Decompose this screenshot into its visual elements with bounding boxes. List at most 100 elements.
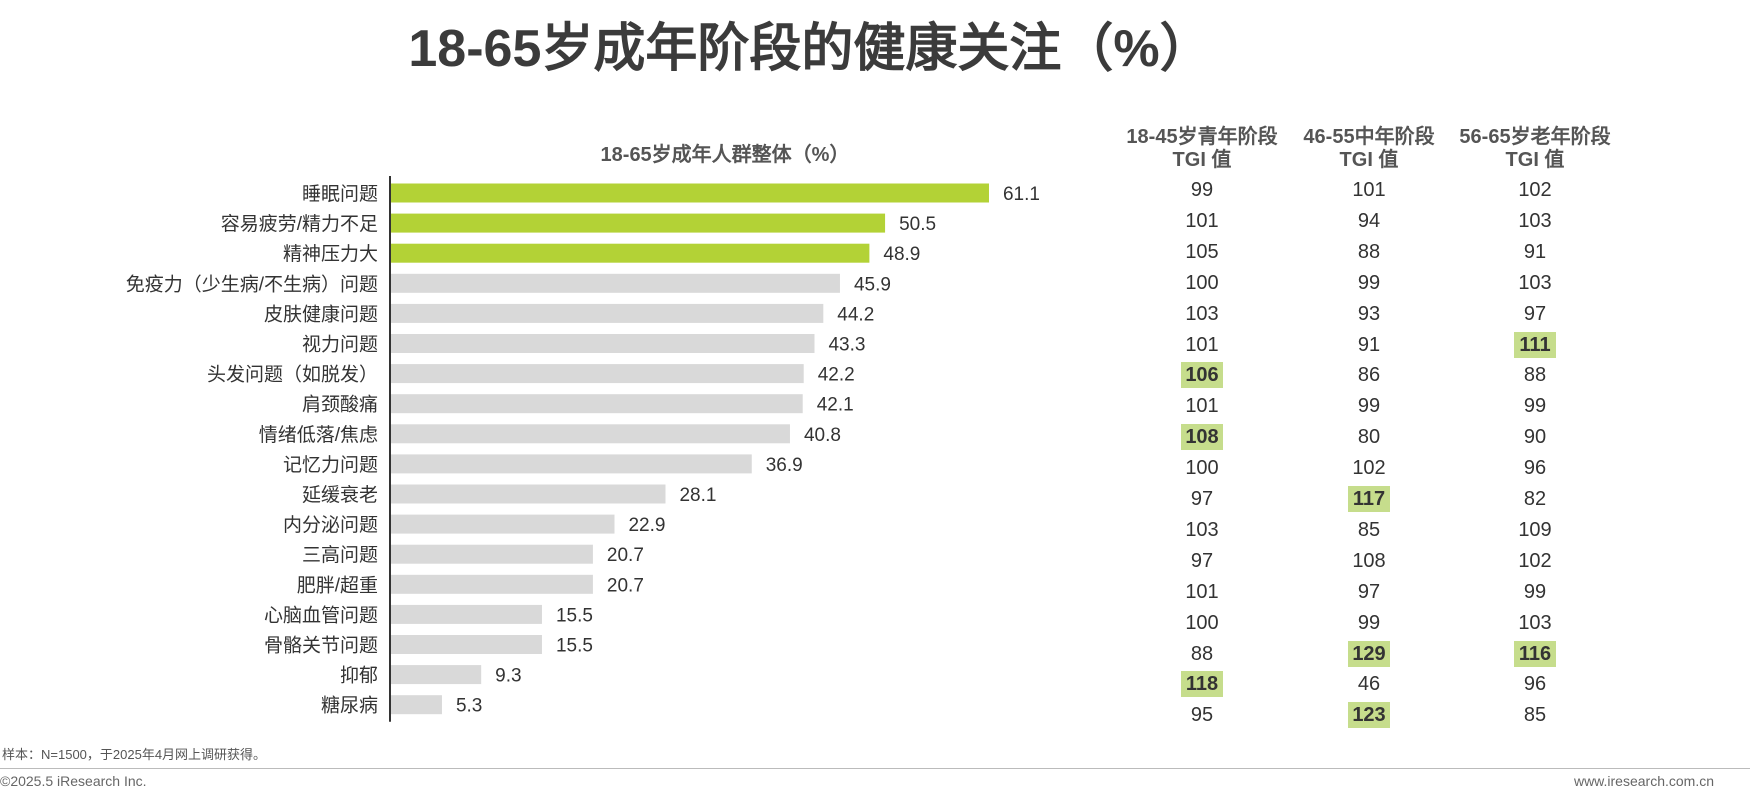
value-label: 20.7 [607, 545, 644, 566]
category-label: 肥胖/超重 [297, 574, 378, 596]
tgi-cell: 96 [1523, 457, 1547, 480]
tgi-cell-highlight: 108 [1181, 424, 1223, 451]
tgi-cell: 82 [1523, 488, 1547, 510]
tgi-cell: 99 [1523, 580, 1547, 603]
tgi-cell: 46 [1357, 673, 1381, 696]
website-link[interactable]: www.iresearch.com.cn [1573, 773, 1714, 789]
tgi-cell: 85 [1357, 518, 1381, 541]
category-label: 肩颈酸痛 [302, 394, 378, 416]
tgi-cell-highlight: 117 [1348, 486, 1390, 512]
category-label: 糖尿病 [321, 695, 378, 717]
bar-1 [390, 213, 886, 233]
bar-13 [390, 574, 593, 594]
tgi-cell: 99 [1357, 271, 1381, 294]
tgi-cell: 88 [1357, 240, 1381, 263]
tgi-cell: 101 [1185, 333, 1219, 356]
tgi-cell: 91 [1523, 240, 1547, 263]
bar-7 [390, 394, 803, 414]
tgi-cell: 101 [1185, 209, 1219, 232]
category-label: 精神压力大 [283, 243, 378, 265]
tgi-cell-highlight: 111 [1514, 331, 1556, 358]
bar-5 [390, 334, 815, 353]
tgi-cell: 97 [1357, 580, 1381, 603]
tgi-cell: 88 [1190, 642, 1214, 665]
category-label: 头发问题（如脱发） [207, 364, 378, 386]
tgi-cell: 102 [1352, 457, 1386, 480]
tgi-cell-highlight: 129 [1348, 640, 1390, 667]
bar-4 [390, 303, 824, 323]
tgi-cell: 88 [1523, 364, 1547, 387]
tgi-cell: 101 [1185, 580, 1219, 603]
tgi-cell: 102 [1518, 549, 1552, 572]
tgi-cell: 101 [1352, 179, 1386, 201]
tgi-cell: 103 [1185, 518, 1219, 541]
tgi-cell: 100 [1185, 457, 1219, 480]
tgi-cell: 99 [1523, 395, 1547, 418]
value-label: 28.1 [679, 485, 716, 506]
category-label: 延缓衰老 [302, 484, 378, 506]
value-label: 48.9 [883, 244, 920, 265]
tgi-cell: 97 [1190, 488, 1214, 510]
value-label: 15.5 [556, 605, 593, 626]
tgi-header-line1: 46-55中年阶段 [1303, 126, 1435, 148]
tgi-cell: 99 [1357, 395, 1381, 418]
bar-12 [390, 544, 593, 564]
bar-17 [390, 695, 442, 715]
value-label: 40.8 [804, 425, 841, 446]
value-label: 5.3 [456, 696, 482, 717]
tgi-cell: 97 [1190, 549, 1214, 572]
category-label: 视力问题 [302, 334, 378, 356]
category-label: 睡眠问题 [302, 183, 378, 205]
tgi-header-line1: 18-45岁青年阶段 [1126, 126, 1278, 148]
value-label: 9.3 [495, 666, 521, 687]
category-label: 内分泌问题 [283, 514, 378, 536]
bar-9 [390, 454, 752, 474]
bar-8 [390, 424, 790, 444]
value-label: 50.5 [899, 214, 936, 235]
tgi-cell: 103 [1185, 302, 1219, 325]
tgi-cell: 97 [1523, 302, 1547, 325]
tgi-cell: 99 [1190, 179, 1214, 201]
tgi-cell: 103 [1518, 611, 1552, 634]
bar-3 [390, 273, 840, 293]
bar-2 [390, 243, 870, 263]
page-title: 18-65岁成年阶段的健康关注（%） [408, 20, 1212, 78]
bar-15 [390, 635, 542, 654]
tgi-header-line2: TGI 值 [1505, 149, 1565, 171]
tgi-cell: 96 [1523, 673, 1547, 696]
tgi-column-header: 18-45岁青年阶段 TGI 值 [1117, 126, 1287, 172]
category-label: 情绪低落/焦虑 [259, 424, 378, 446]
tgi-cell: 90 [1523, 426, 1547, 449]
chart-title: 18-65岁成年人群整体（%） [600, 144, 850, 166]
value-label: 15.5 [556, 636, 593, 657]
value-label: 42.1 [817, 395, 854, 416]
value-label: 44.2 [837, 304, 874, 325]
tgi-cell: 102 [1518, 179, 1552, 201]
category-label: 骨骼关节问题 [264, 635, 378, 657]
value-label: 22.9 [628, 515, 665, 536]
value-label: 45.9 [854, 274, 891, 295]
value-label: 61.1 [1003, 184, 1040, 205]
category-label: 免疫力（少生病/不生病）问题 [126, 273, 378, 295]
category-label: 心脑血管问题 [264, 604, 378, 626]
copyright: ©2025.5 iResearch Inc. [0, 773, 147, 789]
tgi-cell: 80 [1357, 426, 1381, 449]
category-label: 记忆力问题 [283, 454, 378, 476]
category-label: 容易疲劳/精力不足 [221, 213, 378, 235]
tgi-column-header: 56-65岁老年阶段 TGI 值 [1450, 126, 1620, 172]
tgi-cell: 103 [1518, 271, 1552, 294]
tgi-cell: 100 [1185, 611, 1219, 634]
value-label: 43.3 [828, 335, 865, 356]
bar-11 [390, 514, 615, 534]
tgi-cell-highlight: 118 [1181, 671, 1223, 698]
bar-14 [390, 604, 542, 624]
category-label: 皮肤健康问题 [264, 303, 378, 325]
tgi-cell: 99 [1357, 611, 1381, 634]
footer-divider [0, 768, 1750, 769]
tgi-cell: 93 [1357, 302, 1381, 325]
bar-6 [390, 364, 804, 384]
tgi-cell: 91 [1357, 333, 1381, 356]
bar-0 [390, 183, 989, 203]
tgi-cell: 103 [1518, 209, 1552, 232]
value-label: 36.9 [766, 455, 803, 476]
